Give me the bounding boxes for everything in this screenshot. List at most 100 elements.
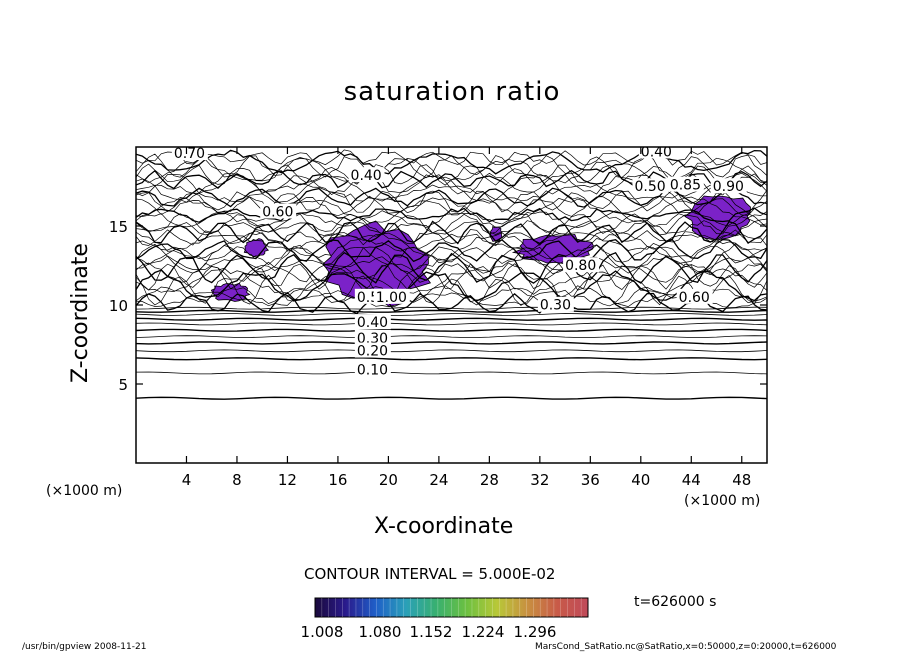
footer-program-date: /usr/bin/gpview 2008-11-21 (22, 642, 147, 652)
contour-label-background (710, 178, 747, 194)
x-tick-label: 36 (581, 471, 600, 489)
horizontal-contour-line (136, 341, 767, 345)
contour-label: 0.80 (565, 258, 596, 274)
contour-lines-cloud-layer (136, 149, 767, 315)
y-tick-label: 5 (118, 376, 128, 394)
cloud-contour-line (136, 186, 767, 208)
contour-label: 0.40 (357, 315, 388, 331)
contour-label: 0.85 (670, 178, 701, 194)
horizontal-contour-line (136, 396, 767, 400)
cloud-contour-line (136, 189, 767, 215)
x-tick-label: 32 (530, 471, 549, 489)
horizontal-contour-line (136, 335, 767, 338)
horizontal-contour-line (136, 317, 767, 321)
cloud-contour-line (136, 263, 767, 291)
contour-label: 0.60 (679, 290, 710, 306)
contour-label: 0.20 (357, 344, 388, 360)
cloud-contour-line (136, 267, 767, 295)
cloud-contour-line (136, 251, 767, 284)
cloud-contour-line (136, 195, 767, 217)
chart-title: saturation ratio (343, 77, 561, 107)
cloud-contour-line (136, 220, 767, 237)
x-tick-label: 28 (480, 471, 499, 489)
colorbar-tick-label: 1.296 (513, 623, 557, 641)
contour-label-background (354, 329, 391, 345)
contour-label-background (354, 314, 391, 330)
cloud-contour-line (136, 207, 767, 223)
time-label: t=626000 s (634, 594, 717, 610)
horizontal-contour-line (136, 306, 767, 310)
contour-label: 0.30 (540, 298, 571, 314)
horizontal-contour-line (136, 357, 767, 361)
horizontal-contour-line (136, 313, 767, 316)
contour-label-background (260, 203, 297, 219)
x-axis: 4 8 12 16 20 24 28 32 36 40 44 48 (182, 147, 751, 489)
x-unit-label-right: (×1000 m) (684, 493, 761, 509)
cloud-contour-line (136, 229, 767, 247)
cloud-contour-line (136, 210, 767, 228)
cloud-contour-line (136, 261, 767, 283)
contour-label-background (373, 288, 410, 304)
x-tick-label: 44 (682, 471, 701, 489)
cloud-contour-line (136, 244, 767, 266)
contour-label: 0.40 (641, 144, 672, 160)
cloud-contour-line (136, 220, 767, 245)
cloud-contour-line (136, 269, 767, 303)
x-tick-label: 8 (232, 471, 242, 489)
contour-label-background (632, 178, 669, 194)
horizontal-contour-line (136, 328, 767, 332)
contour-label: 1.00 (376, 290, 407, 306)
x-tick-label: 4 (182, 471, 192, 489)
x-axis-label: X-coordinate (374, 514, 514, 539)
contour-label: 0.10 (357, 363, 388, 379)
colorbar-tick-label: 1.224 (461, 623, 505, 641)
colorbar-tick-label: 1.080 (358, 623, 402, 641)
cloud-contour-line (136, 289, 767, 308)
contour-label: 0.50 (634, 179, 665, 195)
horizontal-contour-line (136, 309, 767, 313)
horizontal-contour-line (136, 371, 767, 375)
contour-label: 0.60 (262, 205, 293, 221)
y-tick-label: 15 (109, 218, 128, 236)
contour-labels: 0.700.400.400.50 0.85 0.900.600.500.400.30… (171, 144, 747, 379)
x-tick-label: 16 (328, 471, 347, 489)
y-axis: 5 10 15 (109, 218, 767, 394)
contour-label-background (354, 361, 391, 377)
cloud-contour-line (136, 213, 767, 236)
contour-label-background (676, 288, 713, 304)
contour-lines-horizontal (136, 306, 767, 400)
contour-label: 0.40 (351, 168, 382, 184)
cloud-contour-line (136, 231, 767, 261)
cloud-contour-line (136, 255, 767, 273)
contour-label-background (348, 167, 385, 183)
cloud-contour-line (136, 273, 767, 306)
x-tick-label: 40 (631, 471, 650, 489)
colorbar-tick-label: 1.008 (300, 623, 344, 641)
supersaturated-region (243, 238, 270, 258)
horizontal-contour-line (136, 322, 767, 326)
x-tick-label: 20 (379, 471, 398, 489)
contour-label-background (563, 257, 600, 273)
contour-label-background (638, 147, 675, 159)
contour-label: 0.70 (174, 146, 205, 162)
horizontal-contour-line (136, 349, 767, 353)
contour-interval-text: CONTOUR INTERVAL = 5.000E-02 (304, 565, 556, 583)
contour-label-background (667, 176, 704, 192)
footer-source: MarsCond_SatRatio.nc@SatRatio,x=0:50000,… (535, 642, 837, 652)
x-tick-label: 12 (278, 471, 297, 489)
contour-label-background (537, 296, 574, 312)
x-unit-label-left: (×1000 m) (46, 483, 123, 499)
cloud-contour-line (136, 232, 767, 252)
contour-label-background (171, 147, 208, 161)
x-tick-label: 48 (732, 471, 751, 489)
y-tick-label: 10 (109, 297, 128, 315)
cloud-contour-line (136, 169, 767, 190)
colorbar-tick-label: 1.152 (409, 623, 453, 641)
y-axis-label: Z-coordinate (68, 243, 93, 383)
x-tick-label: 24 (429, 471, 448, 489)
colorbar-gradient (314, 597, 589, 618)
contour-label: 0.90 (713, 179, 744, 195)
cloud-contour-line (136, 183, 767, 203)
contour-label-background (354, 342, 391, 358)
